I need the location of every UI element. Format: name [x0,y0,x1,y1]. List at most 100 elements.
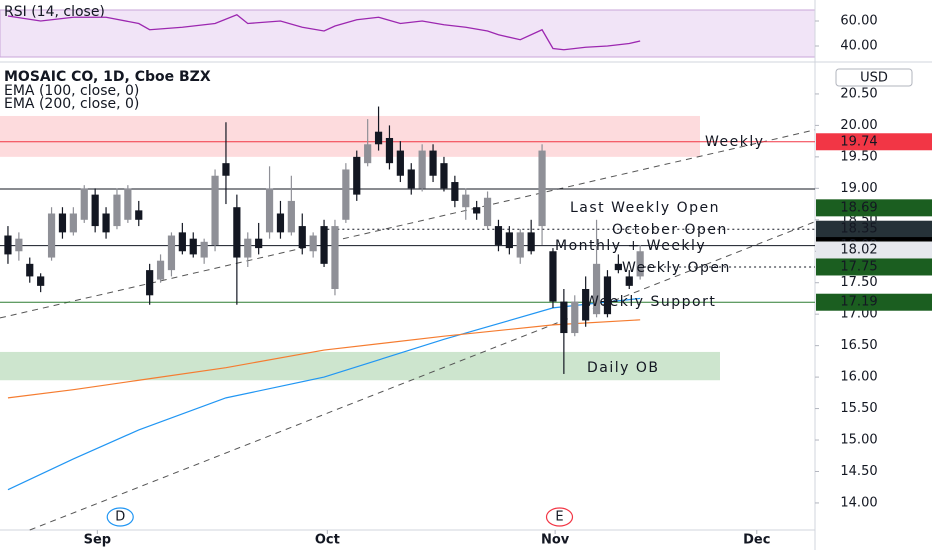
candle-body [429,150,437,176]
candle-body [592,263,601,315]
candle-body [69,213,77,233]
rsi-title: RSI (14, close) [4,4,105,20]
annotation: Last Weekly Open [570,200,720,216]
rsi-band [0,9,816,58]
annotation: Monthly + Weekly [555,238,706,254]
candle-body [331,226,339,290]
y-tick-label: 15.50 [840,401,877,416]
candle-body [407,169,415,189]
y-tick-label: 20.00 [840,118,877,133]
candle-body [385,137,394,164]
candle-body [146,270,154,296]
price-badge-label: 17.19 [840,295,877,310]
candle-body [582,289,590,321]
y-tick-label: 15.00 [840,433,877,448]
candle-body [113,194,121,227]
candle-body [374,131,383,145]
currency-box[interactable] [835,68,913,87]
candle-body [15,238,23,252]
candle-body [353,156,361,195]
candle-body [124,188,132,220]
price-badge [816,133,932,151]
candle-body [494,226,503,245]
annotation: October Open [612,222,728,238]
candle-body [483,197,492,227]
y-tick-label: 19.00 [840,181,877,196]
price-badge-label: 18.02 [840,242,877,257]
chart-title: MOSAIC CO, 1D, Cboe BZX [4,69,211,85]
candle-body [516,232,524,258]
candle-body [636,251,644,277]
candle-body [135,210,143,220]
candle-body [298,226,306,249]
candle-body [320,226,328,264]
candle-body [255,238,263,249]
y-tick-label: 19.50 [840,149,877,164]
x-tick-label: Oct [315,533,340,548]
candle-body [451,182,459,201]
event-marker [106,507,134,527]
indicator-label: EMA (100, close, 0) [4,83,139,99]
price-badge-label: 17.75 [840,259,877,274]
candle-body [364,144,372,164]
rsi-line [7,14,641,51]
price-badge [816,258,932,276]
currency: USD [860,71,888,86]
y-tick-label: 14.00 [840,495,877,510]
candle-body [167,235,176,271]
annotation: Daily OB [587,360,660,376]
candle-body [473,207,481,214]
candle-body [91,194,99,227]
ema-line [7,319,641,399]
candle-body [396,150,404,176]
annotation: Weekly Support [585,294,716,310]
price-badge-label: 19.74 [840,134,877,149]
zone [0,115,700,157]
ema-line [7,297,641,491]
x-tick-label: Dec [743,533,770,548]
candle-body [603,276,612,315]
candle-body [102,213,110,233]
candle-body [4,235,12,255]
trendline [29,221,816,531]
trendline [0,129,816,319]
event-label: D [115,510,125,525]
candle-body [625,276,633,286]
candle-body [222,163,230,176]
candle-body [178,232,186,252]
candle-body [309,235,317,252]
candle-body [287,200,295,233]
annotation: Weekly Open [622,260,731,276]
candle-body [37,276,45,286]
rsi-tick-label: 60.00 [840,14,877,29]
annotation: Weekly [705,134,765,150]
y-tick-label: 16.50 [840,338,877,353]
candle-body [571,301,579,334]
candle-body [80,188,88,220]
candle-body [560,301,568,334]
candle-body [538,150,546,227]
candle-body [440,163,448,189]
price-badge-label: 18.35 [840,222,877,237]
candle-body [26,263,34,277]
y-tick-label: 20.50 [840,86,877,101]
candle-body [156,260,165,280]
price-badge [816,220,932,238]
candle-body [418,150,426,189]
candle-body [462,194,470,208]
candle-body [614,263,622,271]
rsi-tick-label: 40.00 [840,39,877,54]
candle-body [200,241,208,258]
event-label: E [555,510,563,525]
candle-body [276,213,285,233]
candle-body [233,207,241,258]
x-tick-label: Nov [541,533,570,548]
candle-body [58,213,67,233]
y-tick-label: 16.00 [840,370,877,385]
price-badge-label: 18.69 [840,200,877,215]
y-tick-label: 17.50 [840,275,877,290]
candle-body [527,232,535,252]
price-badge [816,199,932,217]
candle-body [47,213,56,258]
y-tick-label: 14.50 [840,464,877,479]
